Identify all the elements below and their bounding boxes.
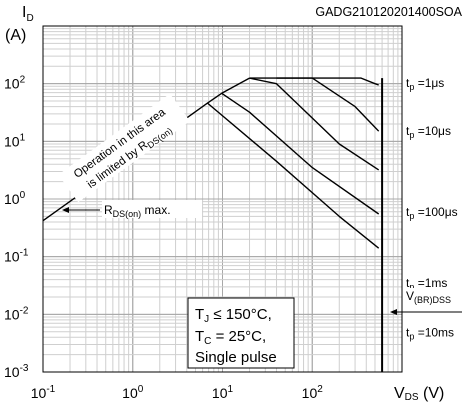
y-axis-label: ID bbox=[22, 4, 34, 24]
vbr-label: V(BR)DSS bbox=[406, 289, 451, 305]
curve-tp-1ms bbox=[249, 77, 380, 171]
y-tick-label: 10-2 bbox=[4, 305, 29, 322]
plot-frame bbox=[42, 25, 403, 373]
x-tick-label: 101 bbox=[212, 384, 234, 401]
y-tick-label: 100 bbox=[4, 190, 26, 207]
curve-label: tp =10ms bbox=[406, 325, 454, 341]
curve-label: tp =100μs bbox=[406, 205, 458, 221]
conditions-line2: TC = 25°C, bbox=[195, 328, 266, 347]
conditions-box bbox=[187, 297, 295, 369]
rds-max-label-bg bbox=[102, 200, 202, 218]
y-tick-labels: 102 101 100 10-1 10-2 10-3 bbox=[4, 75, 29, 380]
conditions-line1: TJ ≤ 150°C, bbox=[195, 306, 272, 325]
curve-tp-100-s bbox=[221, 92, 380, 215]
x-tick-label: 10-1 bbox=[31, 384, 56, 401]
curve-label: tp =1μs bbox=[406, 76, 444, 92]
curve-label-bg bbox=[404, 275, 467, 292]
curve-label-bg bbox=[404, 122, 467, 139]
pulse-width-labels: tp =1μs tp =10μs tp =100μs tp =1ms tp =10ms bbox=[404, 74, 467, 341]
x-tick-labels: 10-1 100 101 102 bbox=[31, 384, 324, 401]
rds-max-label: RDS(on) max. bbox=[104, 203, 171, 219]
vbr-arrow-head bbox=[390, 309, 397, 315]
x-tick-label: 100 bbox=[122, 384, 144, 401]
curve-label-bg bbox=[404, 324, 467, 341]
y-axis-unit: (A) bbox=[5, 27, 26, 44]
curve-label: tp =10μs bbox=[406, 124, 451, 140]
y-tick-label: 102 bbox=[4, 75, 26, 92]
x-tick-label: 102 bbox=[302, 384, 324, 401]
curve-tp-10ms bbox=[276, 77, 380, 132]
conditions-line3: Single pulse bbox=[195, 349, 277, 366]
curve-label-bg bbox=[404, 203, 467, 220]
curve-tp-10-s bbox=[207, 102, 380, 249]
y-tick-label: 10-3 bbox=[4, 363, 29, 380]
curve-label-bg bbox=[404, 74, 467, 91]
y-tick-label: 10-1 bbox=[4, 248, 29, 265]
chart-title: GADG210120201400SOA bbox=[315, 5, 462, 19]
y-tick-label: 101 bbox=[4, 132, 26, 149]
vbr-label-bg bbox=[405, 288, 463, 306]
rds-max-arrow-head bbox=[62, 207, 69, 213]
x-axis-label: VDS (V) bbox=[394, 385, 444, 403]
curve-label: tp =1ms bbox=[406, 276, 447, 292]
operation-area-note-bg bbox=[58, 93, 190, 203]
